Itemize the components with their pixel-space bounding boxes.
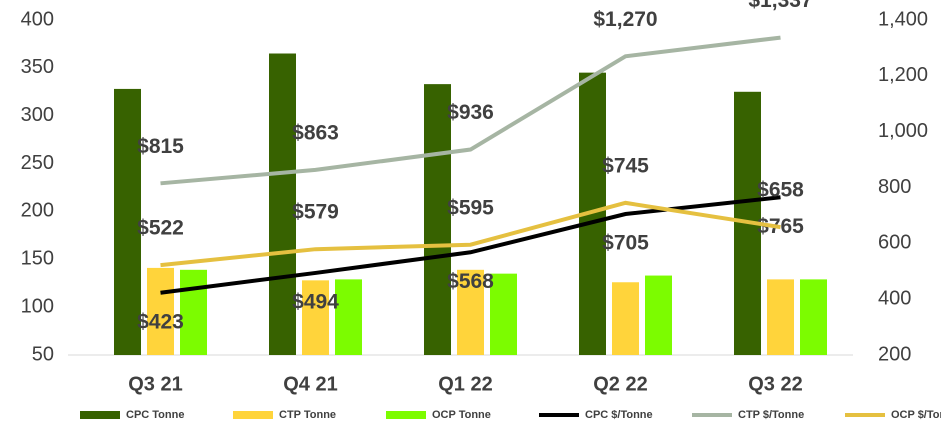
x-tick-label: Q1 22 bbox=[438, 373, 492, 395]
legend-label: CTP Tonne bbox=[279, 409, 336, 421]
y-tick-label: 300 bbox=[21, 104, 54, 126]
y2-tick-label: 1,000 bbox=[878, 120, 928, 142]
x-tick-label: Q2 22 bbox=[593, 373, 647, 395]
legend-swatch bbox=[233, 411, 273, 419]
y2-tick-label: 600 bbox=[878, 232, 911, 254]
y2-tick-label: 1,400 bbox=[878, 8, 928, 30]
bar bbox=[302, 280, 329, 355]
bar bbox=[457, 269, 484, 355]
data-label: $568 bbox=[447, 270, 494, 293]
bar bbox=[180, 269, 207, 355]
data-label: $1,337 bbox=[748, 0, 812, 12]
data-label: $815 bbox=[137, 135, 184, 158]
bar bbox=[800, 279, 827, 355]
y2-tick-label: 200 bbox=[878, 343, 911, 365]
legend-label: OCP Tonne bbox=[432, 409, 491, 421]
y-tick-label: 400 bbox=[21, 8, 54, 30]
legend-label: OCP $/Tonne bbox=[891, 409, 941, 421]
x-tick-label: Q3 21 bbox=[128, 373, 182, 395]
line bbox=[160, 200, 781, 268]
y2-tick-label: 400 bbox=[878, 287, 911, 309]
legend-swatch bbox=[386, 411, 426, 419]
line bbox=[160, 35, 781, 186]
bar bbox=[335, 279, 362, 355]
bar bbox=[147, 267, 174, 355]
x-tick-label: Q4 21 bbox=[283, 373, 337, 395]
y-tick-label: 200 bbox=[21, 200, 54, 222]
bar bbox=[269, 53, 296, 355]
y-tick-label: 50 bbox=[32, 343, 54, 365]
data-label: $745 bbox=[602, 154, 649, 177]
data-label: $705 bbox=[602, 232, 649, 255]
legend-swatch bbox=[80, 411, 120, 419]
data-label: $595 bbox=[447, 196, 494, 219]
bar bbox=[645, 275, 672, 355]
y-tick-label: 100 bbox=[21, 295, 54, 317]
data-label: $522 bbox=[137, 217, 184, 240]
y-tick-label: 150 bbox=[21, 248, 54, 270]
bar bbox=[114, 88, 141, 356]
data-label: $579 bbox=[292, 201, 339, 224]
y-tick-label: 250 bbox=[21, 152, 54, 174]
y2-tick-label: 800 bbox=[878, 176, 911, 198]
data-label: $765 bbox=[757, 215, 804, 238]
bar bbox=[767, 279, 794, 355]
data-label: $1,270 bbox=[593, 8, 657, 31]
bar bbox=[612, 282, 639, 355]
line bbox=[160, 195, 781, 295]
legend-label: CPC $/Tonne bbox=[585, 409, 653, 421]
bar bbox=[424, 84, 451, 355]
data-label: $494 bbox=[292, 290, 339, 313]
data-label: $936 bbox=[447, 101, 494, 124]
data-label: $863 bbox=[292, 121, 339, 144]
data-label: $658 bbox=[757, 179, 804, 202]
y2-tick-label: 1,200 bbox=[878, 64, 928, 86]
legend-label: CTP $/Tonne bbox=[738, 409, 804, 421]
data-label: $423 bbox=[137, 310, 184, 333]
x-tick-label: Q3 22 bbox=[748, 373, 802, 395]
legend-label: CPC Tonne bbox=[126, 409, 184, 421]
bar bbox=[490, 273, 517, 355]
y-tick-label: 350 bbox=[21, 56, 54, 78]
